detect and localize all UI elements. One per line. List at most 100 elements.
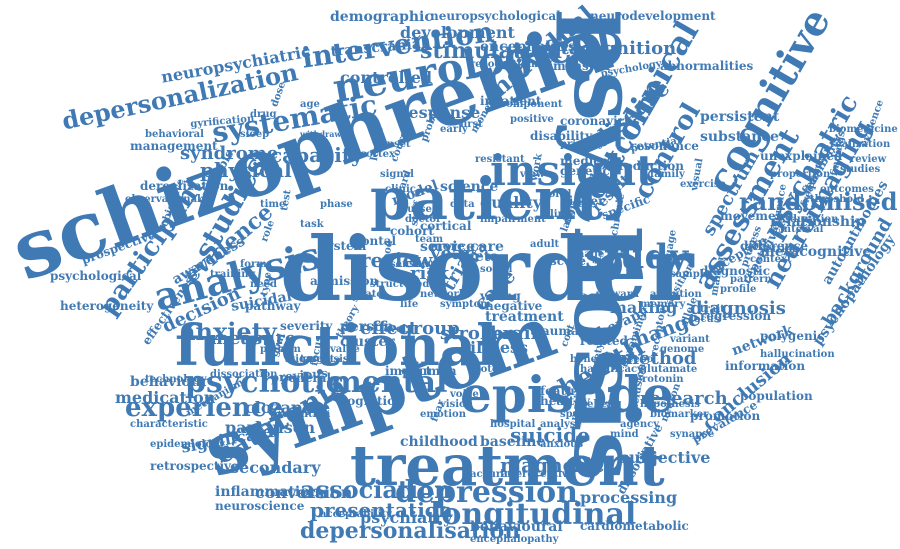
cloud-word: treatment [485, 309, 564, 325]
cloud-word: human [410, 364, 457, 378]
cloud-word: depression [395, 475, 578, 510]
cloud-word: world [540, 189, 572, 200]
cloud-word: treatment [350, 433, 665, 499]
cloud-word: cortical [420, 219, 472, 233]
cloud-word: negative [485, 299, 543, 313]
cloud-word: view [520, 169, 545, 180]
cloud-word: resonance [630, 139, 699, 153]
cloud-word: proportion [770, 169, 831, 180]
cloud-word: doctor [405, 214, 442, 225]
cloud-word: polygenic [760, 329, 825, 343]
cloud-word: epidemiology [150, 439, 225, 450]
cloud-word: serotonin [630, 374, 684, 385]
cloud-word: dissociation [210, 369, 278, 380]
cloud-word: synapse [670, 429, 715, 440]
cloud-word: conversion [255, 483, 353, 502]
cloud-word: biomarker [650, 409, 709, 420]
cloud-word: person [340, 319, 394, 335]
cloud-word: emotion [420, 409, 466, 420]
cloud-word: healthy [540, 394, 590, 408]
cloud-word: derealization [140, 179, 229, 193]
cloud-word: review [850, 154, 887, 165]
cloud-word: parkinson [225, 418, 316, 437]
cloud-word: encephalopathy [470, 534, 559, 545]
cloud-word: presentation [310, 498, 453, 522]
cloud-word: variant [670, 334, 710, 345]
cloud-word: physical [200, 158, 292, 182]
cloud-word: resistant [475, 154, 525, 165]
cloud-word: magnetic [500, 453, 605, 477]
cloud-word: biomedicine [829, 124, 898, 135]
cloud-word: adult [530, 239, 560, 250]
cloud-word: reward [600, 289, 639, 300]
cloud-word: severe [560, 199, 596, 210]
cloud-word: insight [490, 146, 656, 195]
cloud-word: test [279, 188, 294, 212]
cloud-word: aim [280, 344, 301, 355]
cloud-word: network [420, 289, 466, 300]
cloud-word: basis [320, 354, 349, 365]
cloud-word: age [300, 99, 320, 110]
cloud-word: persistent [700, 109, 780, 125]
cloud-word: dimension [540, 59, 611, 73]
cloud-word: clinic [385, 184, 416, 195]
cloud-word: social [480, 264, 513, 275]
cloud-word: unexplained [760, 149, 843, 163]
cloud-word: signal [380, 169, 414, 180]
cloud-word: inpatient [480, 94, 542, 108]
cloud-word: abnormalities [660, 59, 754, 73]
cloud-word: sample [670, 269, 710, 280]
cloud-word: episode [460, 365, 675, 424]
cloud-word: processing [580, 488, 678, 507]
cloud-word: rate [360, 289, 383, 300]
cloud-word: young [480, 289, 521, 303]
cloud-word: motor [470, 364, 504, 375]
cloud-word: hospital [490, 419, 536, 430]
cloud-word: diagnosis [690, 298, 786, 319]
cloud-word: neuroscience [215, 499, 305, 513]
cloud-word: metacognition [530, 38, 677, 59]
cloud-word: life [400, 299, 419, 310]
cloud-word: onset [380, 139, 411, 150]
cloud-word: relationship [770, 214, 866, 230]
cloud-word: capacity [270, 143, 363, 167]
cloud-word: population [740, 389, 813, 403]
cloud-word: technology [145, 374, 207, 385]
cloud-word: anxious [540, 439, 584, 450]
cloud-word: related [580, 334, 628, 348]
cloud-word: making [610, 298, 678, 317]
cloud-word: inflammation [215, 484, 320, 500]
cloud-word: nurse [400, 204, 432, 215]
cloud-word: behavioural [470, 519, 563, 535]
cloud-word: studies [840, 164, 881, 175]
cloud-word: feature [540, 384, 589, 398]
cloud-word: higher [560, 194, 605, 208]
cloud-word: hallucination [760, 349, 835, 360]
cloud-word: impact [385, 364, 432, 378]
cloud-word: vision [440, 399, 473, 410]
cloud-word: group [400, 318, 460, 339]
cloud-word: anxiety [180, 317, 277, 346]
cloud-word: harm [580, 364, 610, 375]
cloud-word: brain [490, 323, 544, 344]
cloud-word: diagnostic [700, 264, 771, 278]
cloud-word: baseline [480, 434, 546, 450]
cloud-word: memory [640, 299, 686, 310]
cloud-word: substance [700, 129, 779, 145]
cloud-word: interval [780, 224, 824, 235]
cloud-word: acceptability [320, 509, 392, 520]
cloud-word: trait [700, 304, 725, 315]
cloud-word: impairment [480, 214, 546, 225]
cloud-word: randomised [739, 187, 898, 216]
cloud-word: regression [700, 309, 772, 323]
cloud-word: study [585, 237, 689, 277]
cloud-word: self [590, 409, 611, 420]
cloud-word: heterogeneity [60, 299, 154, 313]
cloud-word: retrospective [150, 459, 239, 473]
cloud-word: training [210, 269, 256, 280]
cloud-word: childhood [400, 434, 478, 450]
cloud-word: first [460, 119, 483, 130]
cloud-word: general [280, 371, 332, 385]
cloud-word: management [130, 139, 218, 153]
cloud-word: secondary [230, 458, 321, 477]
